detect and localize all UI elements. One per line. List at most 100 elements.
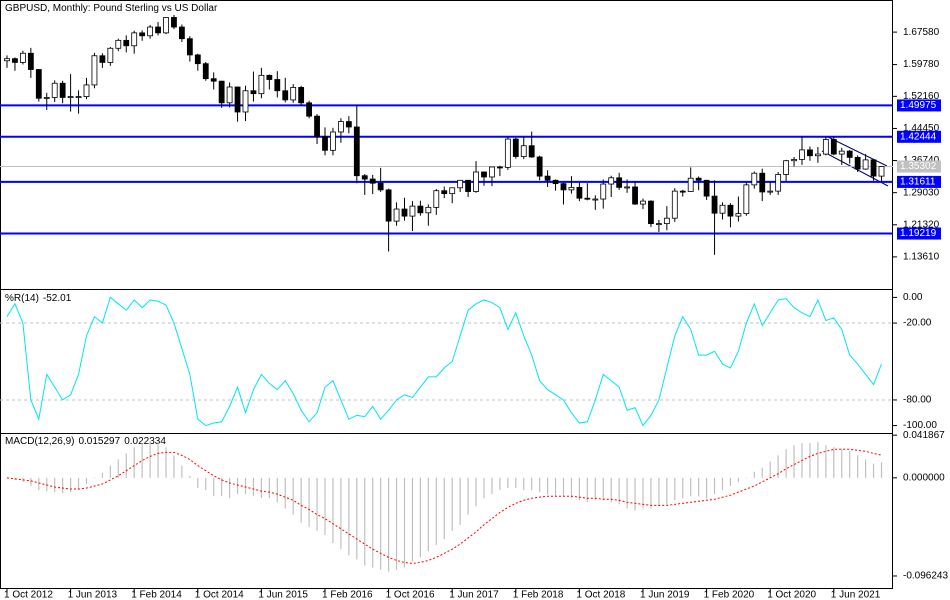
y-tick-label: -0.096243 [903, 571, 948, 582]
macd-bar [451, 477, 453, 531]
candle-body [838, 150, 845, 155]
macd-bar [674, 477, 676, 501]
candle-body [51, 82, 58, 98]
candle-body [250, 90, 257, 95]
candle-body [274, 79, 281, 92]
candle-body [353, 126, 360, 177]
candle-body [616, 177, 623, 188]
macd-bar [459, 477, 461, 525]
candle-body [178, 26, 185, 40]
panel-header: GBPUSD, Monthly: Pound Sterling vs US Do… [5, 3, 218, 14]
candle-body [592, 198, 599, 201]
macd-bar [570, 477, 573, 499]
macd-bar [507, 477, 509, 489]
macd-bar [729, 477, 732, 486]
candle-body [711, 195, 718, 214]
candle-body [433, 190, 440, 208]
candle-body [822, 139, 829, 155]
macd-bar [642, 477, 644, 509]
header-value: -52.01 [43, 293, 72, 304]
candle-body [719, 204, 726, 214]
candle-body [385, 189, 392, 222]
macd-bar [857, 455, 859, 478]
candle-body [632, 186, 638, 205]
macd-bar [324, 477, 326, 535]
price-tag-label: 1.19219 [900, 228, 937, 239]
candle-body [4, 58, 10, 62]
price-tag [897, 130, 941, 143]
macd-bar [531, 477, 533, 491]
macd-bar [316, 477, 318, 531]
candle-body [194, 54, 201, 65]
candle-body [496, 166, 503, 169]
macd-bar [205, 477, 207, 491]
candle-body [473, 171, 479, 192]
y-tick-label: -100.00 [903, 420, 937, 431]
macd-bar [252, 477, 255, 497]
panel-header: MACD(12,26,9) 0.015297 0.022334 [5, 436, 166, 447]
macd-bar [515, 477, 517, 489]
x-tick-label: 1 Oct 2014 [195, 590, 244, 600]
macd-bar [706, 477, 708, 499]
macd-bar [125, 453, 127, 478]
macd-bar [260, 477, 262, 499]
macd-bar [745, 477, 747, 479]
macd-bar [737, 477, 739, 482]
macd-bar [284, 477, 286, 509]
candle-body [266, 74, 273, 80]
macd-bar [165, 447, 167, 478]
macd-bar [141, 443, 143, 478]
x-tick-label: 1 Jun 2013 [68, 590, 118, 600]
macd-bar [539, 477, 541, 493]
candle-body [242, 90, 249, 113]
macd-bar [658, 477, 660, 507]
price-tag-label: 1.35302 [900, 161, 937, 172]
candle-body [846, 150, 853, 158]
x-tick-label: 1 Jun 2017 [449, 590, 499, 600]
macd-bar [865, 459, 867, 478]
macd-bar [77, 477, 80, 491]
plot-frame [0, 0, 893, 589]
macd-bar [443, 477, 445, 540]
macd-bar [149, 441, 151, 478]
candle-body [759, 172, 766, 193]
macd-bar [356, 477, 358, 560]
candle-body [12, 58, 18, 63]
x-tick-label: 1 Feb 2018 [513, 590, 564, 600]
candle-body [504, 138, 511, 168]
candle-body [783, 160, 789, 175]
macd-bar [380, 477, 382, 570]
candle-body [298, 87, 305, 104]
macd-bar [785, 449, 787, 478]
candle-body [791, 159, 797, 162]
candle-body [441, 190, 448, 195]
macd-bar [578, 477, 580, 501]
macd-bar [817, 442, 819, 478]
candle-body [417, 205, 424, 214]
header-value: 0.022334 [124, 436, 166, 447]
candle-body [584, 197, 591, 200]
macd-bar [753, 471, 755, 478]
macd-bar [650, 477, 652, 509]
candle-body [703, 179, 710, 197]
y-tick-label: 1.67580 [903, 27, 940, 38]
macd-bar [602, 477, 604, 501]
candle-body [330, 131, 336, 151]
macd-bar [467, 477, 469, 515]
panel-title: MACD(12,26,9) [5, 436, 74, 447]
macd-bar [364, 477, 366, 566]
candle-body [465, 179, 472, 192]
candle-body [282, 90, 289, 101]
candle-body [656, 223, 662, 226]
candle-body [481, 171, 487, 178]
macd-bar [483, 477, 485, 499]
macd-bar [133, 447, 135, 478]
candle-body [234, 86, 241, 113]
macd-bar [411, 477, 414, 562]
x-tick-label: 1 Jun 2021 [831, 590, 881, 600]
macd-bar [849, 451, 851, 478]
macd-bar [475, 477, 477, 507]
candle-body [425, 206, 432, 214]
panel-title: GBPUSD, Monthly: Pound Sterling vs US Do… [5, 3, 218, 14]
candle-body [409, 205, 416, 217]
